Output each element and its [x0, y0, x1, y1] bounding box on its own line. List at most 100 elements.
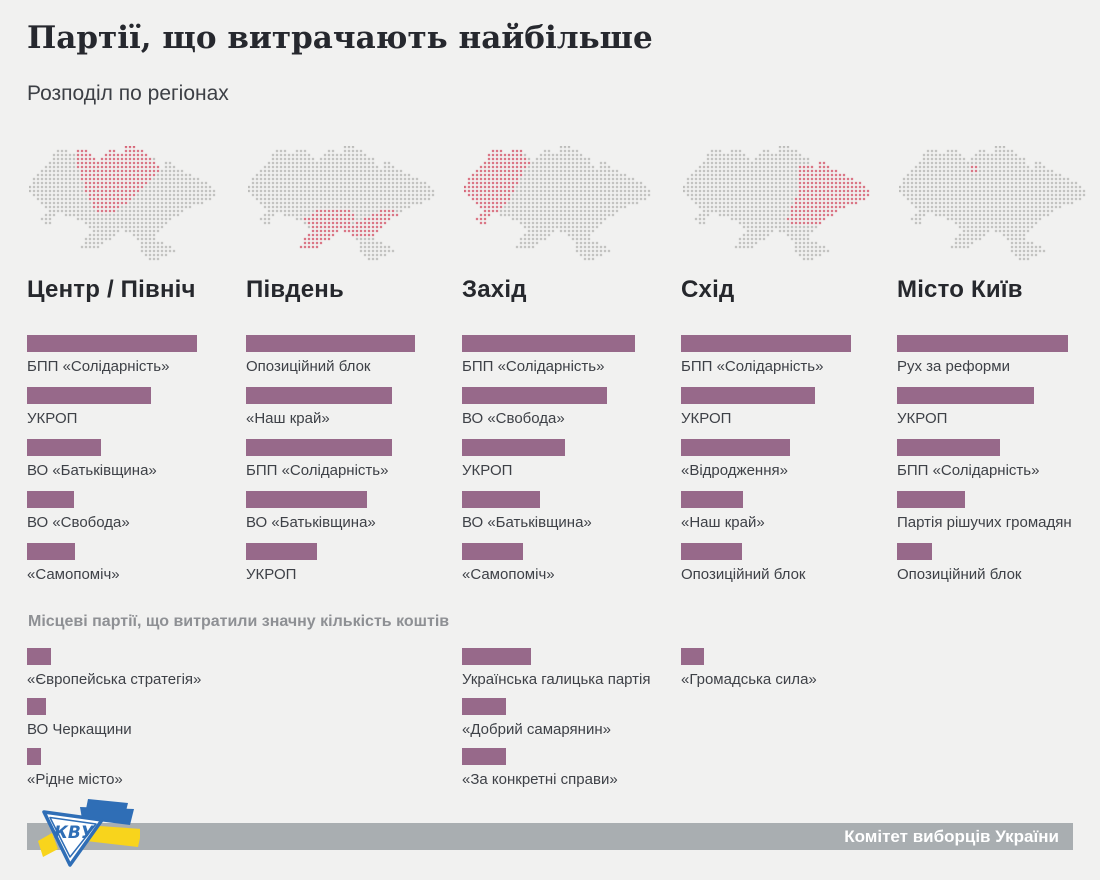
spending-bar [27, 387, 151, 404]
spending-bar [27, 648, 51, 665]
spending-bar [681, 648, 704, 665]
party-row: «Самопоміч» [462, 543, 555, 583]
region-column-1: Центр / Північ БПП «Солідарність» УКРОП ВО … [27, 0, 242, 880]
party-row: БПП «Солідарність» [681, 335, 851, 375]
region-title: Місто Київ [897, 276, 1023, 303]
local-party-row: Українська галицька партія [462, 648, 651, 688]
region-column-2: Південь Опозиційний блок «Наш край» БПП «Со… [246, 0, 461, 880]
logo-letters: КВУ [54, 823, 95, 843]
spending-bar [897, 335, 1068, 352]
party-label: БПП «Солідарність» [681, 358, 824, 375]
party-label: ВО «Батьківщина» [462, 514, 592, 531]
party-label: БПП «Солідарність» [246, 462, 389, 479]
party-row: УКРОП [681, 387, 815, 427]
party-row: Рух за реформи [897, 335, 1068, 375]
party-row: Опозиційний блок [246, 335, 415, 375]
party-label: УКРОП [246, 566, 297, 583]
local-party-row: «Рідне місто» [27, 748, 123, 788]
ukraine-dot-map [464, 146, 652, 262]
spending-bar [246, 491, 367, 508]
party-row: Опозиційний блок [897, 543, 1021, 583]
party-row: БПП «Солідарність» [27, 335, 197, 375]
local-party-row: «Громадська сила» [681, 648, 817, 688]
spending-bar [462, 543, 523, 560]
spending-bar [462, 335, 635, 352]
party-label: УКРОП [681, 410, 732, 427]
region-column-3: Захід БПП «Солідарність» ВО «Свобода» УКРОП… [462, 0, 677, 880]
ukraine-dot-map [899, 146, 1087, 262]
spending-bar [681, 387, 815, 404]
spending-bar [462, 491, 540, 508]
party-row: УКРОП [462, 439, 565, 479]
party-label: «За конкретні справи» [462, 771, 618, 788]
spending-bar [462, 387, 607, 404]
ukraine-dot-map [248, 146, 436, 262]
party-row: Опозиційний блок [681, 543, 805, 583]
party-label: «Відродження» [681, 462, 788, 479]
cvu-logo: КВУ [38, 799, 140, 867]
party-label: ВО «Свобода» [462, 410, 565, 427]
party-row: УКРОП [27, 387, 151, 427]
logo-triangle-inner [49, 816, 97, 858]
logo-blue-brush-tail [86, 799, 128, 811]
party-row: «Відродження» [681, 439, 790, 479]
page-title: Партії, що витрачають найбільше [27, 20, 653, 56]
spending-bar [681, 491, 743, 508]
ukraine-dot-map [683, 146, 871, 262]
region-title: Схід [681, 276, 735, 303]
party-label: «Самопоміч» [27, 566, 120, 583]
region-column-4: Схід БПП «Солідарність» УКРОП «Відродження»… [681, 0, 896, 880]
spending-bar [897, 543, 932, 560]
local-party-row: ВО Черкащини [27, 698, 132, 738]
party-label: ВО «Свобода» [27, 514, 130, 531]
spending-bar [681, 439, 790, 456]
spending-bar [681, 335, 851, 352]
party-label: ВО «Батьківщина» [27, 462, 157, 479]
ukraine-dot-map [29, 146, 217, 262]
party-label: УКРОП [897, 410, 948, 427]
party-label: «Громадська сила» [681, 671, 817, 688]
spending-bar [27, 748, 41, 765]
party-row: «Самопоміч» [27, 543, 120, 583]
party-row: «Наш край» [681, 491, 765, 531]
party-label: ВО Черкащини [27, 721, 132, 738]
party-row: УКРОП [897, 387, 1034, 427]
credit-text: Комітет виборців України [844, 827, 1059, 846]
party-label: БПП «Солідарність» [27, 358, 170, 375]
party-label: «Європейська стратегія» [27, 671, 202, 688]
spending-bar [27, 335, 197, 352]
party-row: БПП «Солідарність» [462, 335, 635, 375]
party-row: «Наш край» [246, 387, 392, 427]
party-label: «Рідне місто» [27, 771, 123, 788]
party-label: Партія рішучих громадян [897, 514, 1072, 531]
spending-bar [27, 543, 75, 560]
party-label: УКРОП [462, 462, 513, 479]
party-row: ВО «Батьківщина» [246, 491, 376, 531]
party-row: ВО «Свобода» [462, 387, 607, 427]
spending-bar [246, 335, 415, 352]
party-label: Опозиційний блок [681, 566, 806, 583]
party-row: УКРОП [246, 543, 317, 583]
region-title: Центр / Північ [27, 276, 196, 303]
party-label: «Наш край» [681, 514, 765, 531]
party-label: БПП «Солідарність» [897, 462, 1040, 479]
spending-bar [897, 491, 965, 508]
party-label: ВО «Батьківщина» [246, 514, 376, 531]
spending-bar [27, 698, 46, 715]
party-label: Опозиційний блок [246, 358, 371, 375]
party-label: «Наш край» [246, 410, 330, 427]
party-row: ВО «Батьківщина» [462, 491, 592, 531]
spending-bar [897, 387, 1034, 404]
credit-bar: Комітет виборців України [27, 823, 1073, 850]
spending-bar [462, 748, 506, 765]
region-column-5: Місто Київ Рух за реформи УКРОП БПП «Соліда… [897, 0, 1100, 880]
page-subtitle: Розподіл по регіонах [27, 82, 229, 105]
spending-bar [27, 491, 74, 508]
party-row: БПП «Солідарність» [246, 439, 392, 479]
local-parties-heading: Місцеві партії, що витратили значну кіль… [28, 613, 450, 630]
local-party-row: «Добрий самарянин» [462, 698, 611, 738]
party-row: БПП «Солідарність» [897, 439, 1039, 479]
party-label: УКРОП [27, 410, 78, 427]
party-label: «Добрий самарянин» [462, 721, 611, 738]
